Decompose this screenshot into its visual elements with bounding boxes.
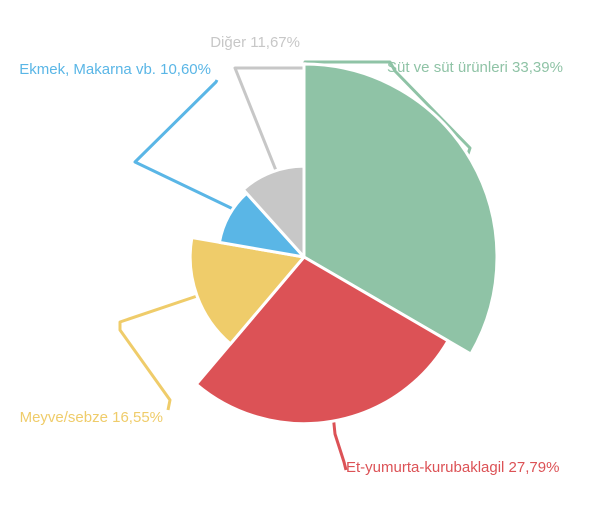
slice-labels: Süt ve süt ürünleri 33,39% Et-yumurta-kur… bbox=[19, 34, 563, 476]
slice-label-2: Et-yumurta-kurubaklagil 27,79% bbox=[346, 459, 559, 476]
pie-slice-5 bbox=[241, 164, 306, 259]
pie-slice-1 bbox=[302, 62, 499, 356]
pie-slice-3 bbox=[188, 236, 306, 346]
slice-label-3: Meyve/sebze 16,55% bbox=[20, 409, 163, 426]
slice-label-4: Ekmek, Makarna vb. 10,60% bbox=[19, 61, 211, 78]
slice-label-1: Süt ve süt ürünleri 33,39% bbox=[387, 59, 563, 76]
leader-line-4 bbox=[133, 79, 255, 221]
pie-slices bbox=[188, 62, 499, 426]
leader-line-3 bbox=[118, 288, 216, 411]
pie-slice-2 bbox=[194, 255, 450, 426]
slice-label-5: Diğer 11,67% bbox=[210, 34, 300, 51]
